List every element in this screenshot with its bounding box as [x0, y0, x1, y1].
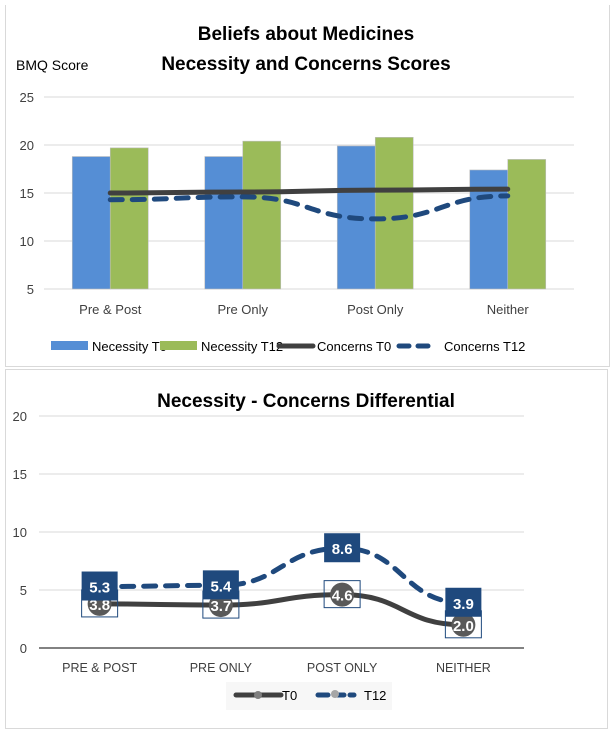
legend-item: Concerns T0	[276, 339, 391, 354]
data-label-t0: 4.6	[332, 588, 353, 605]
differential-chart-panel: Necessity - Concerns Differential 0 5 10 15…	[5, 369, 608, 729]
legend-item: T0	[233, 688, 297, 703]
legend-label: Concerns T12	[444, 339, 525, 354]
y-tick-label: 10	[20, 234, 34, 249]
data-label-t0: 2.0	[453, 618, 474, 635]
y-axis-label: BMQ Score	[16, 57, 89, 73]
x-tick-label: NEITHER	[436, 661, 491, 675]
y-tick-label: 0	[20, 641, 27, 656]
bar-necessity-t12	[242, 140, 282, 290]
legend-label: Concerns T0	[317, 339, 391, 354]
chart-subtitle: Necessity and Concerns Scores	[161, 54, 450, 75]
y-tick-label: 5	[27, 282, 34, 297]
bar-necessity-t12	[109, 147, 149, 290]
marker-t0	[451, 612, 476, 637]
y-tick-label: 15	[20, 186, 34, 201]
x-tick-label: Neither	[487, 302, 530, 317]
bar-necessity-t12	[374, 137, 414, 290]
bar-necessity-t0	[71, 156, 111, 290]
data-label-t12: 8.6	[332, 541, 353, 558]
x-tick-label: Pre Only	[217, 302, 268, 317]
legend-label: Necessity T0	[92, 339, 167, 354]
data-label-box-t12	[445, 587, 482, 617]
y-tick-label: 25	[20, 90, 34, 105]
legend-marker	[254, 691, 262, 699]
marker-t0	[330, 582, 355, 607]
legend-label: T0	[282, 688, 297, 703]
chart-title: Beliefs about Medicines	[198, 24, 414, 45]
data-label-t12: 5.3	[89, 580, 110, 597]
x-tick-label: PRE & POST	[62, 661, 137, 675]
data-label-t0: 3.8	[89, 597, 110, 614]
legend-label: T12	[364, 688, 386, 703]
data-label-t12: 3.9	[453, 596, 474, 613]
data-label-box-t0	[323, 580, 361, 609]
line-concerns-t0	[107, 186, 511, 196]
legend-item: Necessity T0	[51, 339, 167, 354]
legend-item: Necessity T12	[160, 339, 283, 354]
y-tick-label: 20	[20, 138, 34, 153]
legend-swatch	[51, 341, 88, 350]
legend-marker	[331, 690, 339, 698]
legend-label: Necessity T12	[201, 339, 283, 354]
y-tick-label: 5	[20, 583, 27, 598]
data-label-box-t12	[202, 570, 239, 600]
x-tick-label: Pre & Post	[79, 302, 142, 317]
line-t0	[97, 592, 466, 628]
y-tick-label: 20	[13, 409, 27, 424]
differential-chart: Necessity - Concerns Differential 0 5 10 15…	[13, 391, 524, 710]
data-label-box-t12	[81, 571, 118, 601]
y-tick-label: 10	[13, 525, 27, 540]
data-label-t0: 3.7	[210, 598, 231, 615]
y-tick-label: 15	[13, 467, 27, 482]
line-concerns-t12	[107, 193, 511, 222]
bmq-scores-chart: Beliefs about Medicines Necessity and Co…	[16, 24, 574, 354]
bmq-scores-chart-panel: Beliefs about Medicines Necessity and Co…	[5, 5, 610, 367]
bar-necessity-t12	[507, 159, 547, 290]
data-label-box-t12	[324, 533, 361, 563]
x-tick-label: Post Only	[347, 302, 404, 317]
data-label-t12: 5.4	[210, 578, 232, 595]
chart-title: Necessity - Concerns Differential	[157, 391, 455, 412]
line-t12	[97, 545, 466, 606]
x-tick-label: PRE ONLY	[190, 661, 253, 675]
legend-swatch	[160, 341, 197, 350]
legend-item: Concerns T12	[396, 339, 525, 354]
x-tick-label: POST ONLY	[307, 661, 378, 675]
legend-item: T12	[315, 688, 386, 703]
bar-necessity-t0	[204, 156, 244, 290]
